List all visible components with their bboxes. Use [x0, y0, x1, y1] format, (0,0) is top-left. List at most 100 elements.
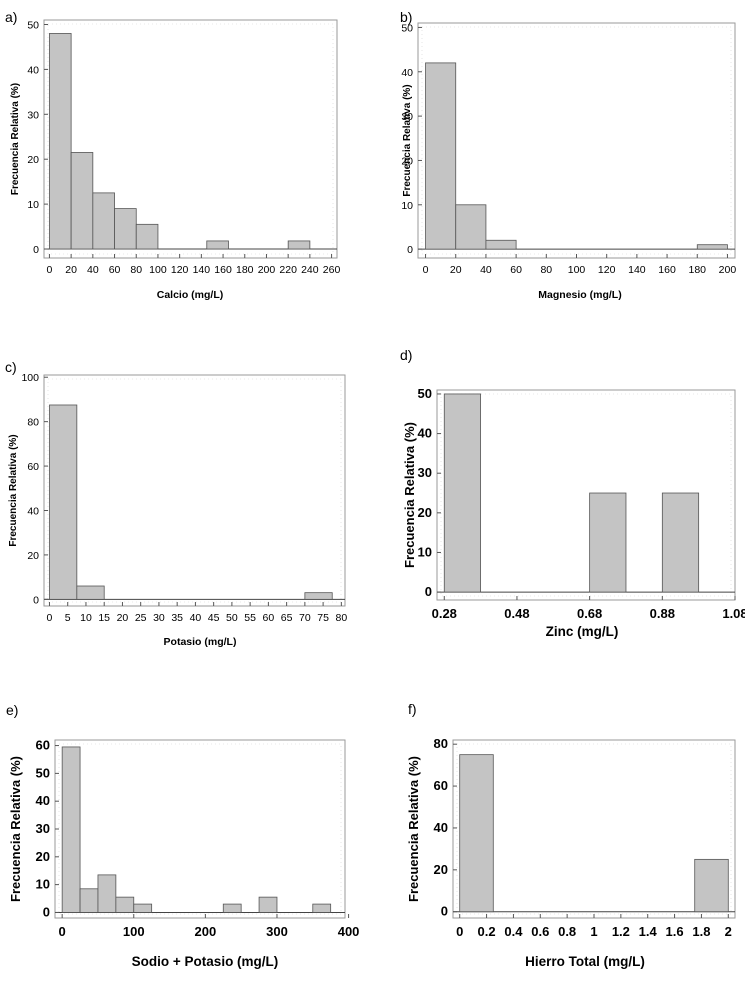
panel-label: a)	[5, 9, 17, 25]
y-tick-label: 50	[27, 19, 39, 31]
x-tick-label: 240	[301, 264, 319, 276]
y-tick-label: 60	[27, 461, 39, 473]
x-tick-label: 0	[47, 612, 53, 624]
y-tick-label: 10	[36, 877, 50, 892]
y-tick-label: 40	[434, 820, 448, 835]
plot-inner-frame	[47, 23, 334, 255]
bar-2	[97, 874, 117, 913]
panel-e: 0 10 20 30 40 50 60 0 100 200 300 400 e) Sodio + Pota…	[6, 702, 359, 969]
bar-3	[115, 896, 135, 913]
y-tick-label: 20	[36, 849, 50, 864]
bar-0	[49, 33, 72, 250]
y-tick-label: 80	[434, 736, 448, 751]
bar-2	[485, 239, 517, 250]
x-tick-label: 40	[87, 264, 99, 276]
panel-label: d)	[400, 347, 412, 363]
panel-f: 0 20 40 60 80 0 0.2 0.4 0.6 0.8 1 1.2 1.4 1.6 1.8 2 f) Hi…	[406, 701, 736, 969]
y-tick-label: 60	[36, 738, 50, 753]
y-tick-label: 40	[401, 67, 413, 79]
x-tick-label: 100	[123, 924, 145, 939]
y-tick-label: 0	[441, 904, 448, 919]
x-tick-label: 0	[47, 264, 53, 276]
x-tick-label: 200	[195, 924, 217, 939]
x-tick-label: 0.4	[504, 924, 523, 939]
bar-1	[76, 585, 105, 600]
x-tick-label: 45	[208, 612, 220, 624]
bar-5	[222, 903, 242, 913]
y-tick-label: 10	[401, 200, 413, 212]
x-tick-label: 0	[59, 924, 66, 939]
x-tick-label: 1.8	[692, 924, 710, 939]
x-tick-label: 220	[279, 264, 297, 276]
x-tick-label: 0.2	[478, 924, 496, 939]
y-tick-label: 0	[425, 584, 432, 599]
plot-frame	[43, 374, 346, 607]
x-tick-label: 140	[193, 264, 211, 276]
y-axis-label: Frecuencia Relativa (%)	[402, 84, 413, 196]
x-axis-label: Zinc (mg/L)	[546, 624, 619, 639]
x-tick-label: 160	[658, 264, 676, 276]
x-tick-label: 120	[171, 264, 189, 276]
y-tick-label: 60	[434, 778, 448, 793]
y-tick-label: 10	[418, 544, 432, 559]
y-axis-label: Frecuencia Relativa (%)	[8, 756, 23, 902]
y-tick-label: 30	[418, 465, 432, 480]
plot-inner-frame	[440, 393, 732, 597]
panel-b: 0 10 20 30 40 50 0 20 40 60 80 100 120 140 160 180 200 b)…	[400, 9, 736, 301]
x-tick-label: 140	[628, 264, 646, 276]
x-tick-label: 200	[719, 264, 737, 276]
y-tick-label: 20	[27, 154, 39, 166]
y-tick-label: 20	[27, 550, 39, 562]
y-tick-label: 50	[418, 386, 432, 401]
bar-3	[114, 208, 137, 250]
y-tick-label: 40	[27, 505, 39, 517]
x-tick-label: 180	[688, 264, 706, 276]
y-tick-label: 20	[418, 505, 432, 520]
y-tick-label: 30	[36, 821, 50, 836]
y-axis-label: Frecuencia Relativa (%)	[406, 756, 421, 902]
bar-0	[443, 393, 482, 593]
bar-3	[696, 244, 728, 250]
bar-1	[455, 204, 487, 250]
y-tick-label: 30	[27, 109, 39, 121]
x-tick-label: 0.6	[531, 924, 549, 939]
x-tick-label: 0	[423, 264, 429, 276]
x-tick-label: 60	[510, 264, 522, 276]
x-tick-label: 35	[171, 612, 183, 624]
x-tick-label: 0.28	[432, 606, 457, 621]
bar-7	[312, 903, 332, 913]
x-tick-label: 0.88	[650, 606, 675, 621]
x-tick-label: 300	[266, 924, 288, 939]
bar-1	[589, 492, 627, 593]
x-tick-label: 65	[281, 612, 293, 624]
x-axis-label: Potasio (mg/L)	[164, 636, 237, 648]
x-tick-label: 0.48	[504, 606, 529, 621]
x-tick-label: 1	[590, 924, 597, 939]
x-tick-label: 10	[80, 612, 92, 624]
y-tick-label: 0	[407, 244, 413, 256]
y-tick-label: 30	[401, 111, 413, 123]
x-axis-label: Magnesio (mg/L)	[538, 289, 621, 301]
y-tick-label: 40	[36, 793, 50, 808]
x-tick-label: 0	[456, 924, 463, 939]
x-tick-label: 80	[130, 264, 142, 276]
y-tick-label: 40	[418, 426, 432, 441]
x-tick-label: 0.68	[577, 606, 602, 621]
panel-label: e)	[6, 702, 18, 718]
bar-2	[661, 492, 700, 593]
y-tick-label: 50	[401, 22, 413, 34]
x-tick-label: 70	[299, 612, 311, 624]
x-axis-label: Hierro Total (mg/L)	[525, 954, 645, 969]
x-tick-label: 200	[258, 264, 276, 276]
panel-label: f)	[408, 701, 417, 717]
x-axis-label: Sodio + Potasio (mg/L)	[132, 954, 279, 969]
x-tick-label: 2	[725, 924, 732, 939]
bar-0	[61, 746, 81, 913]
plot-inner-frame	[456, 743, 732, 915]
y-tick-label: 0	[43, 904, 50, 919]
panel-label: b)	[400, 9, 412, 25]
x-tick-label: 400	[338, 924, 360, 939]
x-tick-label: 80	[540, 264, 552, 276]
